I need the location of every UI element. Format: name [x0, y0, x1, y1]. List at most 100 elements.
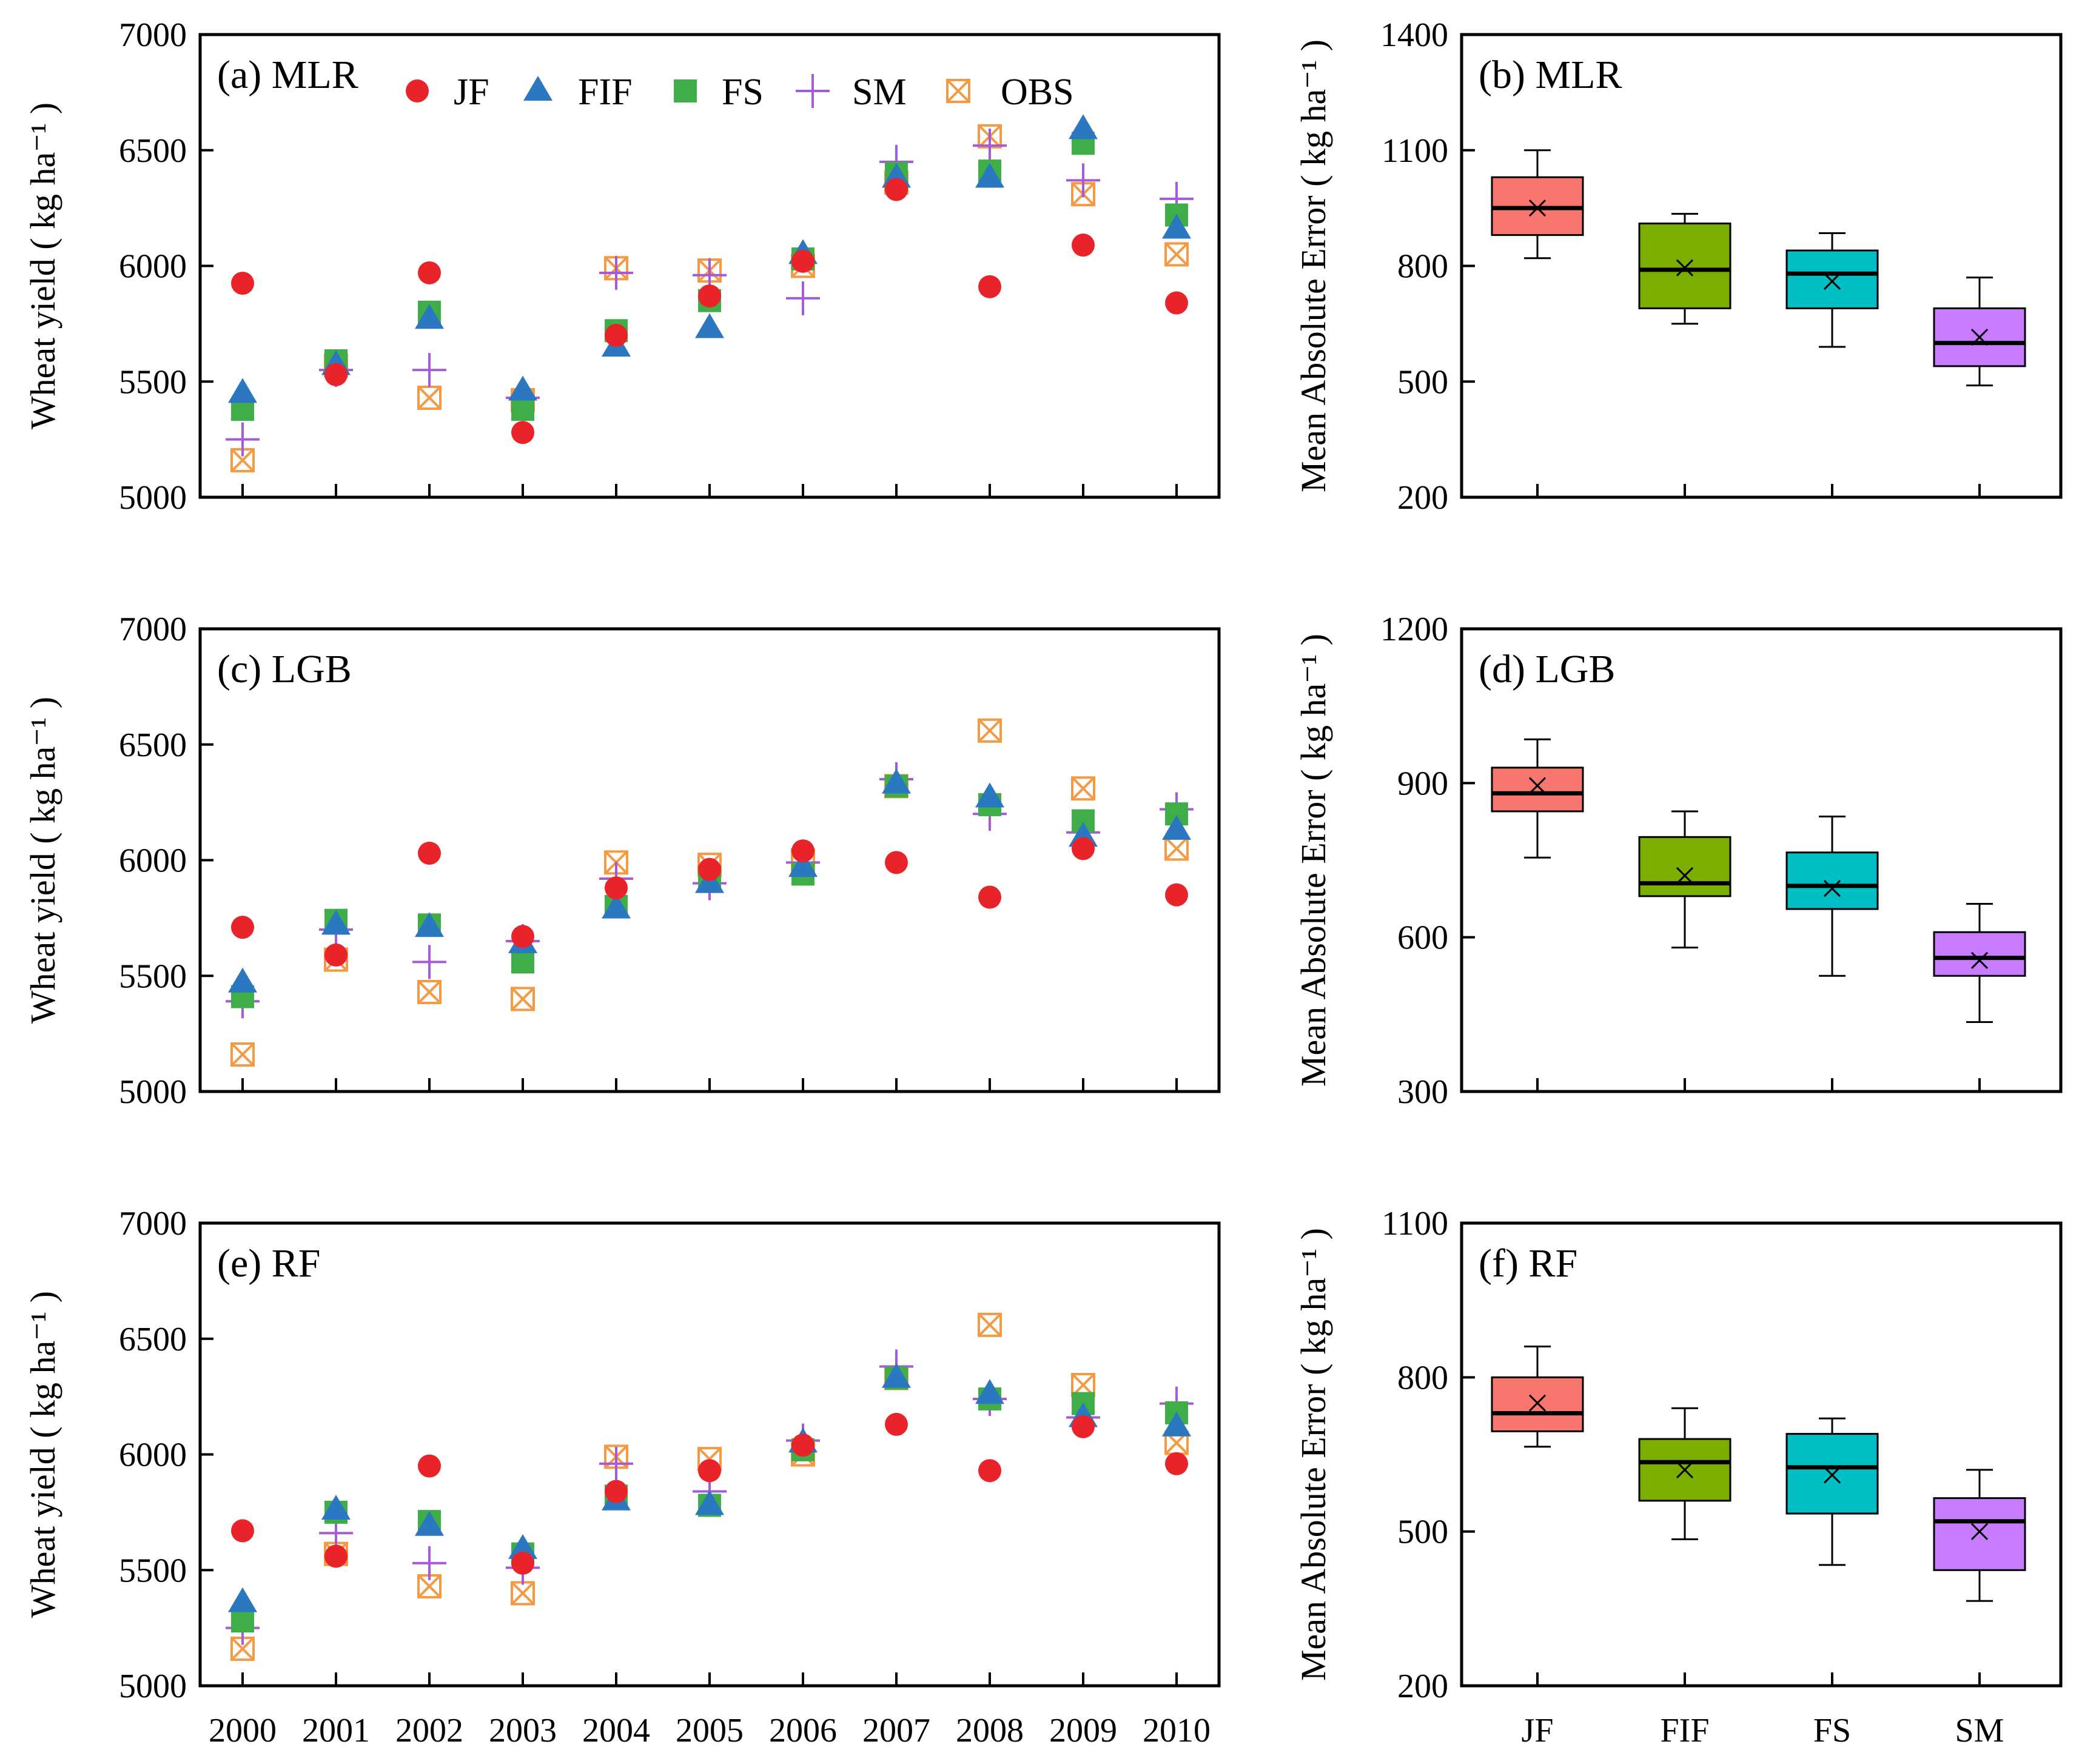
marker-triangle: [415, 912, 444, 937]
x-tick-label: 2007: [862, 1712, 930, 1749]
point-FIF: [415, 304, 444, 329]
marker-box: [417, 979, 442, 1004]
y-tick-label: 5000: [119, 479, 187, 517]
point-JF: [511, 1551, 534, 1575]
panel-title: (f) RF: [1479, 1241, 1577, 1286]
marker-circle: [605, 323, 628, 347]
marker-circle: [418, 261, 441, 284]
marker-box: [978, 718, 1002, 743]
marker-x-b: [417, 386, 442, 410]
point-JF: [885, 851, 908, 874]
point-SM: [786, 281, 820, 315]
y-tick-label: 200: [1397, 479, 1448, 517]
marker-triangle: [508, 1534, 537, 1559]
mean-marker-b: [1528, 1394, 1547, 1412]
marker-triangle: [508, 375, 537, 401]
point-JF: [511, 925, 534, 948]
marker-circle: [1165, 1452, 1188, 1475]
point-FIF: [882, 1363, 911, 1388]
marker-box: [1164, 242, 1189, 267]
marker-triangle: [228, 967, 257, 993]
y-tick-label: 1400: [1380, 16, 1448, 54]
marker-triangle: [1162, 1411, 1191, 1437]
marker-x-b: [230, 1042, 255, 1067]
panel-title: (a) MLR: [217, 53, 358, 97]
x-tick-label: 2002: [395, 1712, 463, 1749]
box-FIF: [1638, 1407, 1731, 1540]
box-FS: [1785, 1417, 1879, 1566]
point-FIF: [508, 1534, 537, 1559]
box-FIF: [1638, 213, 1731, 325]
y-tick-label: 6000: [119, 842, 187, 880]
point-OBS: [1164, 242, 1189, 267]
point-JF: [1072, 233, 1095, 257]
point-JF: [324, 1544, 348, 1568]
y-tick-label: 500: [1397, 1514, 1448, 1551]
point-JF: [605, 323, 628, 347]
y-axis-label: Wheat yield ( kg ha⁻¹ ): [23, 697, 62, 1024]
marker-circle: [418, 842, 441, 865]
y-tick-label: 200: [1397, 1668, 1448, 1705]
marker-box: [230, 1042, 255, 1067]
marker-x-b: [230, 1637, 255, 1661]
marker-triangle: [523, 76, 552, 101]
legend: JF FIF FS SM OBS: [406, 72, 1074, 113]
point-SM: [1066, 163, 1100, 198]
point-JF: [231, 916, 254, 939]
box-iqr: [1933, 931, 2026, 977]
point-FIF: [602, 893, 631, 919]
box-iqr: [1933, 1497, 2026, 1571]
point-JF: [418, 842, 441, 865]
legend-item-SM: SM: [796, 72, 907, 113]
point-FIF: [975, 1379, 1004, 1404]
x-tick-label: SM: [1955, 1712, 2004, 1749]
x-tick-label: 2009: [1049, 1712, 1117, 1749]
y-tick-label: 900: [1397, 765, 1448, 802]
marker-circle: [978, 275, 1001, 298]
panel-title: (d) LGB: [1479, 647, 1615, 691]
marker-circle: [231, 272, 254, 295]
panel-f: 200 500 800 1100 Mean Absolute Error ( kg ha…: [1294, 1205, 2063, 1749]
series-JF: [231, 837, 1188, 967]
point-JF: [1165, 883, 1188, 907]
x-tick-label: 2010: [1143, 1712, 1211, 1749]
marker-triangle: [975, 782, 1004, 808]
y-tick-label: 7000: [119, 16, 187, 54]
mean-marker-b: [1676, 259, 1694, 277]
y-axis-label: Wheat yield ( kg ha⁻¹ ): [23, 102, 62, 429]
marker-x-b: [1164, 243, 1189, 266]
box-iqr: [1638, 223, 1731, 309]
y-tick-label: 500: [1397, 363, 1448, 401]
marker-circle: [324, 363, 348, 386]
box-SM: [1933, 903, 2026, 1024]
marker-circle: [698, 284, 721, 308]
box-iqr: [1785, 851, 1879, 910]
marker-triangle: [975, 163, 1004, 188]
y-tick-label: 7000: [119, 611, 187, 648]
panel-b: 200 500 800 1100 1400 Mean Absolute Error ( k…: [1294, 16, 2063, 517]
panel-e: 5000 5500 6000 6500 7000 Wheat yield ( kg ha⁻…: [23, 1205, 1221, 1749]
point-FIF: [508, 375, 537, 401]
box-JF: [1491, 738, 1584, 859]
marker-triangle: [321, 1495, 351, 1520]
marker-circle: [791, 1434, 814, 1457]
y-axis-label: Mean Absolute Error ( kg ha⁻¹ ): [1294, 39, 1333, 492]
mean-marker-b: [1970, 1523, 1989, 1540]
marker-triangle: [1162, 814, 1191, 840]
point-FIF: [975, 782, 1004, 808]
point-SM: [599, 255, 633, 290]
box-iqr: [1785, 249, 1879, 309]
box-SM: [1933, 277, 2026, 387]
x-tick-label: JF: [1522, 1712, 1554, 1749]
point-OBS: [417, 979, 442, 1004]
point-FIF: [321, 910, 351, 935]
point-FIF: [228, 967, 257, 993]
marker-triangle: [882, 768, 911, 794]
series-JF: [231, 178, 1188, 444]
point-FIF: [882, 768, 911, 794]
point-JF: [885, 1412, 908, 1436]
point-OBS: [978, 718, 1002, 743]
mean-marker-b: [1970, 329, 1989, 346]
y-tick-label: 5500: [119, 1552, 187, 1589]
legend-label: JF: [454, 72, 489, 113]
